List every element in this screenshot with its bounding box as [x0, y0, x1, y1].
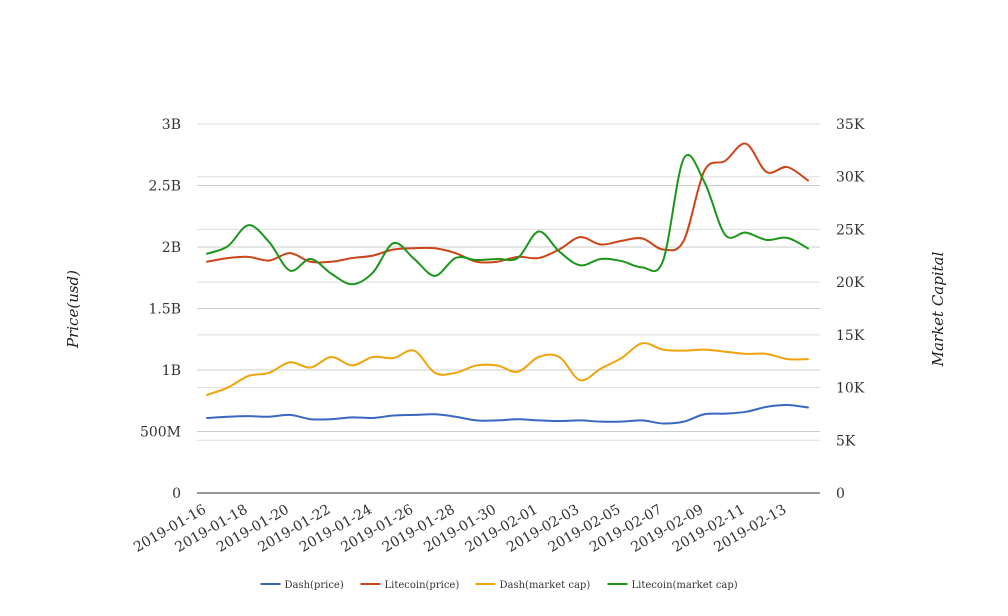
series-line-dash-price: [206, 404, 809, 425]
legend: Dash(price) Litecoin(price) Dash(market ca…: [260, 580, 738, 591]
legend-label-litecoin-price: Litecoin(price): [385, 580, 460, 591]
axes: 0 500M 1B 1.5B 2B 2.5B 3B 0 5K 10K 15K 20K 25K 30K 35K…: [131, 117, 865, 556]
y-axis-title-left: Price(usd): [64, 270, 82, 349]
y-tick-label-left: 500M: [140, 425, 181, 441]
series-line-litecoin-market-cap: [206, 154, 809, 286]
series-line-dash-market-cap: [206, 342, 809, 396]
y-tick-label-right: 15K: [836, 328, 865, 344]
y-tick-label-right: 5K: [836, 433, 856, 449]
legend-label-dash-price: Dash(price): [285, 580, 344, 591]
y-tick-label-left: 2B: [162, 240, 181, 256]
y-axis-title-right: Market Capital: [929, 251, 947, 367]
y-tick-label-left: 1B: [162, 363, 181, 379]
series-line-litecoin-price: [206, 142, 809, 264]
y-tick-label-left: 2.5B: [148, 179, 181, 195]
series-lines: [206, 142, 809, 425]
y-tick-label-left: 0: [172, 486, 181, 502]
y-tick-label-right: 0: [836, 486, 845, 502]
y-tick-label-right: 10K: [836, 381, 865, 397]
y-tick-label-right: 20K: [836, 275, 865, 291]
y-tick-label-right: 25K: [836, 222, 865, 238]
grid-lines: [197, 123, 820, 441]
y-tick-label-right: 35K: [836, 117, 865, 133]
y-tick-label-left: 3B: [162, 117, 181, 133]
legend-label-litecoin-market-cap: Litecoin(market cap): [632, 580, 738, 591]
y-tick-label-right: 30K: [836, 170, 865, 186]
legend-label-dash-market-cap: Dash(market cap): [500, 580, 591, 591]
y-tick-label-left: 1.5B: [148, 302, 181, 318]
